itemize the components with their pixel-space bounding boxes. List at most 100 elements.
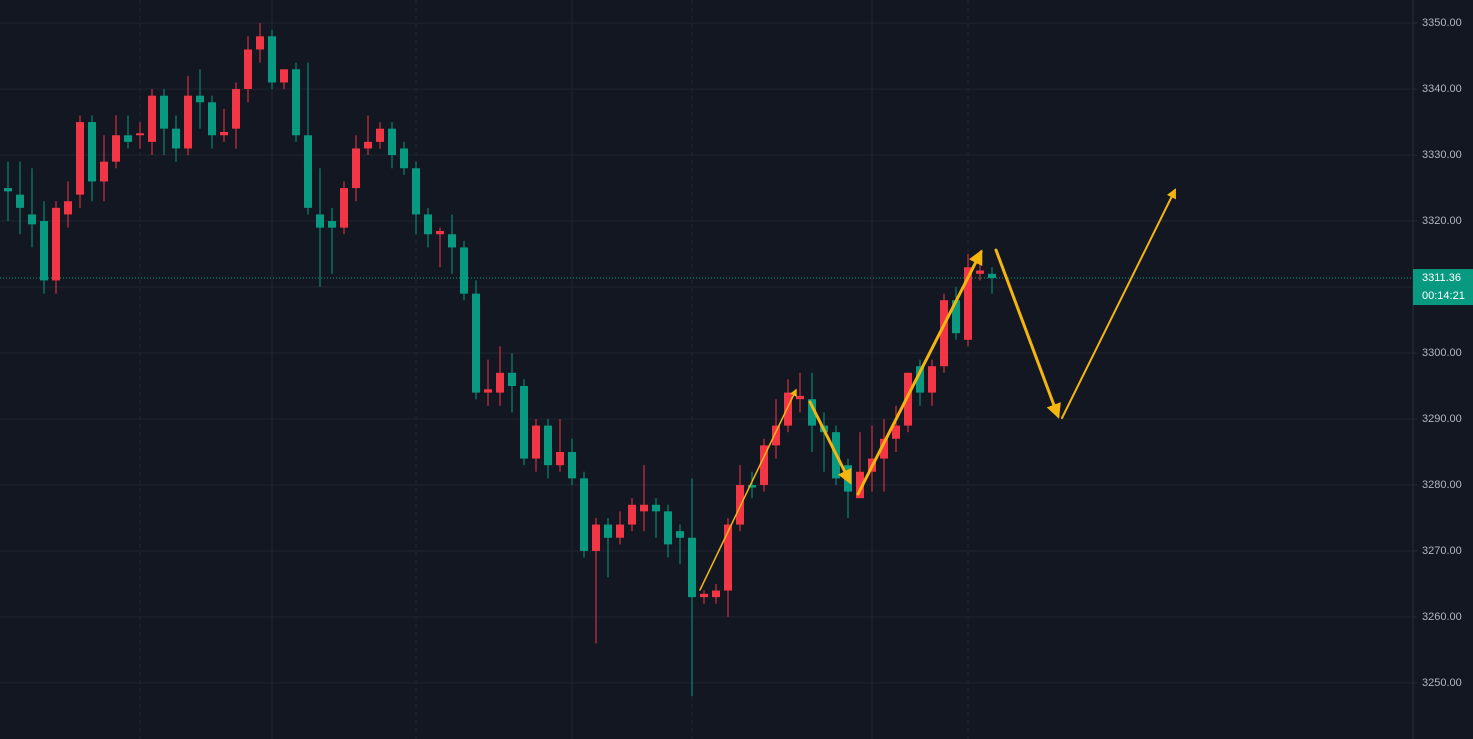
candle-body (856, 471, 864, 499)
arrow (699, 388, 797, 591)
candle-body (208, 102, 216, 136)
arrow (808, 400, 852, 485)
candle-body (340, 188, 348, 228)
candle-body (400, 148, 408, 169)
candle-body (880, 438, 888, 459)
candle-body (616, 524, 624, 538)
candle-body (148, 95, 156, 142)
candle-body (664, 511, 672, 545)
y-tick-label: 3350.00 (1422, 17, 1462, 29)
candle-body (940, 300, 948, 367)
candle-body (268, 36, 276, 83)
candle-body (652, 504, 660, 512)
candle-body (4, 188, 12, 192)
candle-body (640, 504, 648, 512)
candle-body (64, 201, 72, 215)
candle-body (220, 131, 228, 136)
candle-body (28, 214, 36, 225)
candle-body (928, 366, 936, 393)
candle-body (904, 372, 912, 426)
price-axis: 3250.00 3260.00 3270.00 3280.00 3290.00 3300.… (1413, 17, 1473, 689)
candle-body (244, 49, 252, 90)
annotation-arrows (699, 188, 1176, 591)
y-tick-label: 3280.00 (1422, 479, 1462, 491)
candle-body (472, 293, 480, 393)
candle-body (316, 214, 324, 228)
candle-body (532, 425, 540, 459)
candle-body (568, 451, 576, 479)
candle-body (124, 135, 132, 142)
candle-body (892, 425, 900, 439)
candle-body (424, 214, 432, 235)
candle-body (100, 161, 108, 182)
candle-body (436, 230, 444, 235)
arrow (1061, 188, 1176, 419)
candle-body (292, 69, 300, 136)
candle-body (364, 141, 372, 149)
candles (4, 23, 996, 697)
candle-body (448, 234, 456, 248)
candle-body (556, 451, 564, 466)
candle-body (256, 36, 264, 50)
candle-body (112, 135, 120, 162)
candle-body (772, 425, 780, 446)
candle-body (604, 524, 612, 538)
candle-body (76, 122, 84, 195)
candle-body (184, 95, 192, 149)
candle-body (676, 531, 684, 538)
candle-body (784, 392, 792, 426)
y-tick-label: 3270.00 (1422, 545, 1462, 557)
candle-body (724, 524, 732, 591)
y-tick-label: 3300.00 (1422, 347, 1462, 359)
candle-body (352, 148, 360, 189)
candle-body (592, 524, 600, 551)
candle-body (952, 300, 960, 334)
candle-body (544, 425, 552, 466)
candle-body (52, 207, 60, 281)
candle-body (520, 385, 528, 459)
candle-body (976, 270, 984, 274)
grid (0, 22, 1413, 684)
candle-body (412, 168, 420, 215)
y-tick-label: 3330.00 (1422, 149, 1462, 161)
candle-body (496, 372, 504, 393)
y-tick-label: 3320.00 (1422, 215, 1462, 227)
candle-body (736, 484, 744, 525)
candle-body (160, 95, 168, 129)
last-price-label: 3311.36 (1422, 272, 1461, 284)
candle-body (964, 267, 972, 340)
last-price-box (1413, 269, 1473, 306)
candle-body (988, 273, 996, 279)
candle-body (328, 221, 336, 228)
candle-body (136, 133, 144, 136)
candle-body (808, 399, 816, 426)
candle-body (172, 128, 180, 149)
candle-body (376, 128, 384, 142)
countdown-label: 00:14:21 (1422, 290, 1465, 302)
candle-body (484, 389, 492, 393)
candle-body (760, 445, 768, 485)
candle-body (232, 89, 240, 129)
arrow (994, 248, 1061, 419)
candle-body (712, 590, 720, 598)
time-grid (139, 0, 969, 739)
candle-body (196, 95, 204, 103)
arrow (856, 249, 983, 496)
y-tick-label: 3260.00 (1422, 611, 1462, 623)
candle-body (700, 593, 708, 598)
candle-body (796, 395, 804, 400)
candle-body (304, 135, 312, 208)
y-tick-label: 3340.00 (1422, 83, 1462, 95)
candle-body (628, 504, 636, 525)
y-tick-label: 3290.00 (1422, 413, 1462, 425)
candle-body (748, 484, 756, 488)
candle-body (508, 372, 516, 386)
candle-body (40, 221, 48, 281)
candle-body (580, 478, 588, 551)
candle-body (460, 247, 468, 294)
candle-body (688, 537, 696, 598)
y-tick-label: 3250.00 (1422, 677, 1462, 689)
